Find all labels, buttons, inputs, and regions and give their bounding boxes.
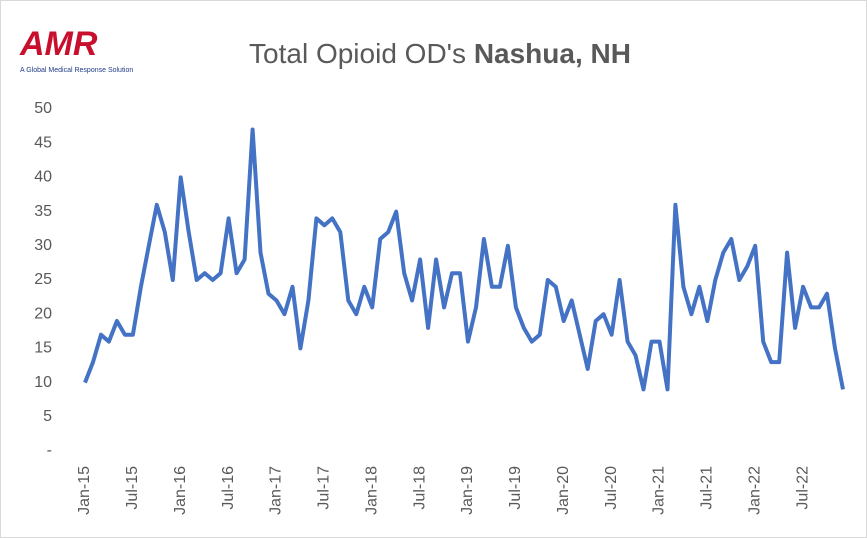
title-bold: Nashua, NH	[474, 38, 631, 69]
x-tick-label: Jul-15	[124, 466, 141, 510]
y-tick-label: 50	[34, 100, 52, 117]
x-tick-label: Jan-19	[459, 466, 476, 515]
y-tick-label: 30	[34, 237, 52, 254]
y-tick-label: 10	[34, 374, 52, 391]
chart-title: Total Opioid OD's Nashua, NH	[249, 38, 631, 69]
x-tick-label: Jul-17	[316, 466, 333, 510]
y-tick-label: 25	[34, 271, 52, 288]
title-text: Total Opioid OD's	[249, 38, 466, 69]
y-tick-label: 20	[34, 305, 52, 322]
y-tick-label: -	[47, 442, 52, 459]
y-tick-label: 45	[34, 134, 52, 151]
x-tick-label: Jul-22	[794, 466, 811, 510]
x-tick-label: Jan-20	[555, 466, 572, 515]
x-tick-label: Jul-19	[507, 466, 524, 510]
x-tick-label: Jan-17	[268, 466, 285, 515]
x-tick-label: Jul-20	[603, 466, 620, 510]
x-tick-label: Jan-18	[363, 466, 380, 515]
y-tick-label: 15	[34, 340, 52, 357]
y-tick-label: 5	[43, 408, 52, 425]
logo-tagline: A Global Medical Response Solution	[20, 67, 133, 74]
y-tick-label: 40	[34, 169, 52, 186]
x-tick-label: Jan-16	[172, 466, 189, 515]
x-tick-label: Jul-21	[699, 466, 716, 510]
y-tick-label: 35	[34, 203, 52, 220]
x-tick-label: Jul-16	[220, 466, 237, 510]
logo: AMR	[19, 25, 98, 63]
x-tick-label: Jul-18	[411, 466, 428, 510]
x-tick-label: Jan-22	[746, 466, 763, 515]
data-line	[83, 127, 845, 392]
x-tick-label: Jan-21	[651, 466, 668, 515]
x-tick-label: Jan-15	[76, 466, 93, 515]
